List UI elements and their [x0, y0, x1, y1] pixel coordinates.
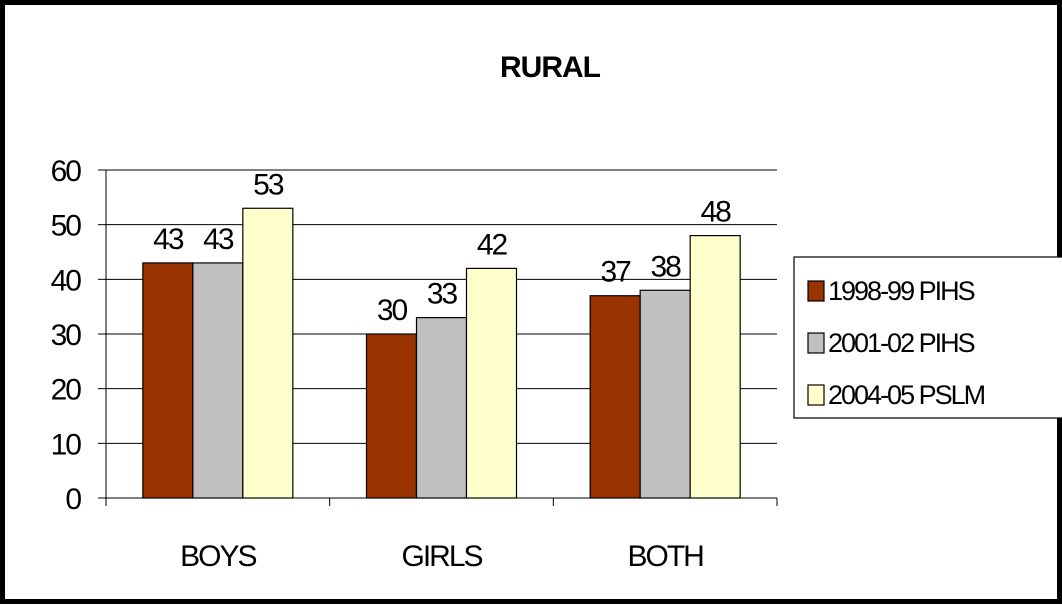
- data-label: 38: [650, 250, 681, 283]
- x-category-label: GIRLS: [401, 540, 482, 573]
- bar: [689, 235, 741, 499]
- bar: [365, 333, 418, 499]
- bar-chart: RURAL 0 10 20 30 40 50 60 BOYS GIRLS BOTH 43 43 53…: [51, 51, 1062, 573]
- bar: [639, 289, 691, 499]
- x-axis: BOYS GIRLS BOTH: [105, 497, 778, 573]
- y-tick-label: 60: [51, 155, 82, 188]
- chart-title: RURAL: [500, 51, 601, 84]
- data-label: 53: [253, 168, 284, 201]
- bar: [142, 262, 194, 499]
- data-label: 37: [600, 256, 631, 289]
- data-label: 43: [203, 223, 234, 256]
- data-label: 48: [700, 196, 731, 229]
- legend: 1998-99 PIHS 2001-02 PIHS 2004-05 PSLM: [793, 256, 1062, 419]
- legend-swatch: [807, 280, 825, 302]
- legend-label: 1998-99 PIHS: [828, 276, 975, 306]
- bar: [465, 267, 518, 499]
- data-label: 30: [377, 294, 408, 327]
- data-label: 43: [153, 223, 184, 256]
- bar: [589, 295, 641, 499]
- y-tick-label: 10: [51, 428, 82, 461]
- y-tick-label: 0: [65, 483, 81, 516]
- legend-label: 2004-05 PSLM: [828, 380, 985, 410]
- bar: [242, 207, 294, 499]
- bar: [192, 262, 244, 499]
- legend-box: [793, 256, 1062, 419]
- y-tick-label: 50: [51, 210, 82, 243]
- legend-swatch: [807, 384, 825, 406]
- legend-label: 2001-02 PIHS: [828, 328, 975, 358]
- x-category-label: BOTH: [627, 540, 703, 573]
- y-tick-label: 40: [51, 264, 82, 297]
- y-axis: 0 10 20 30 40 50 60: [51, 155, 107, 516]
- y-tick-label: 30: [51, 319, 82, 352]
- data-label: 33: [427, 278, 458, 311]
- data-label: 42: [477, 228, 508, 261]
- x-category-label: BOYS: [180, 540, 256, 573]
- bars: [142, 207, 741, 499]
- legend-swatch: [807, 332, 825, 354]
- bar: [415, 317, 468, 499]
- data-labels: 43 43 53 30 33 42 37 38 48: [153, 168, 733, 327]
- y-tick-label: 20: [51, 374, 82, 407]
